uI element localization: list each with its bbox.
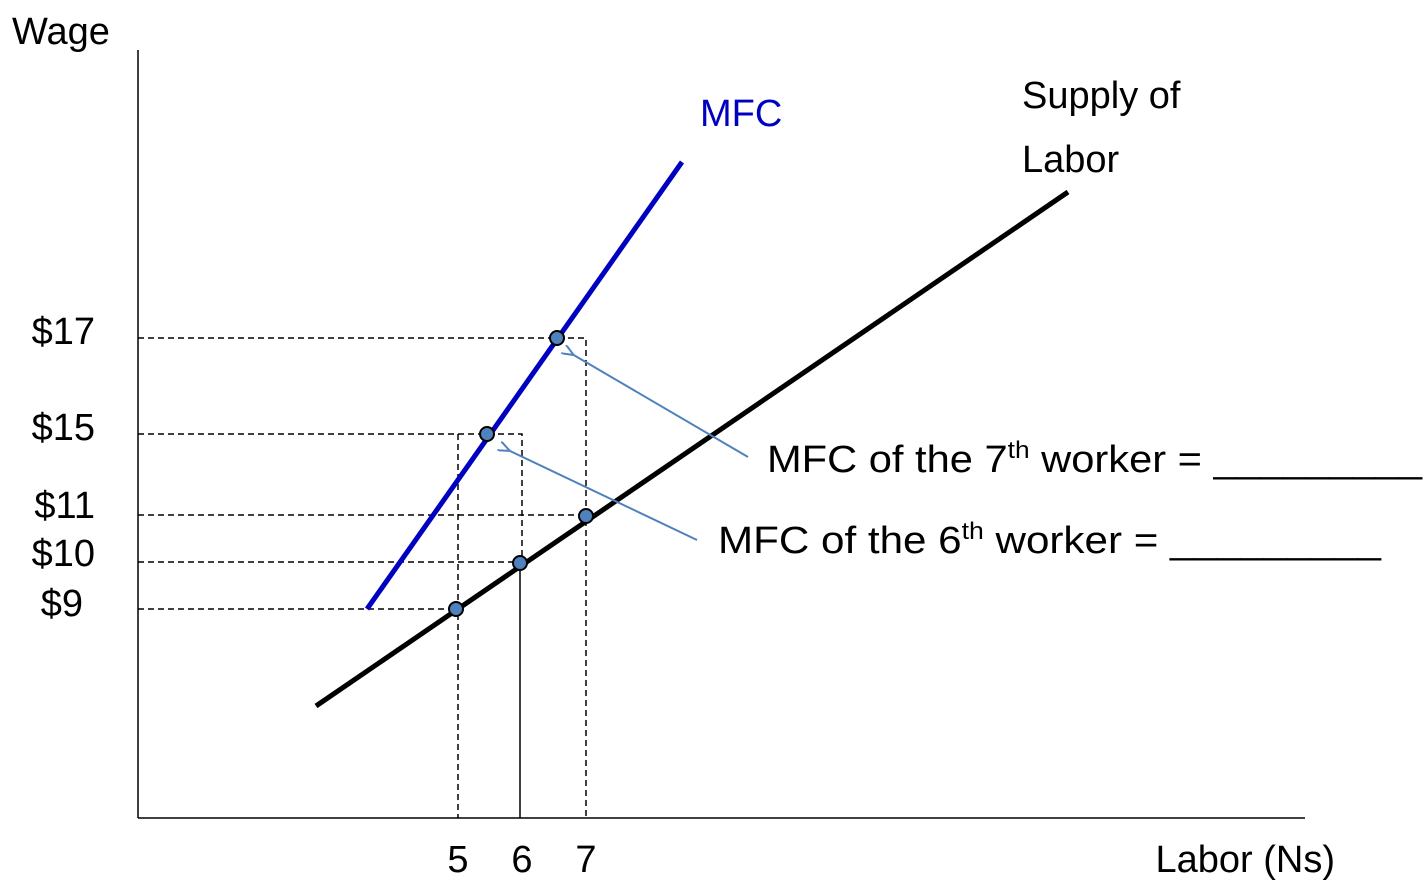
y-tick-label: $9 bbox=[41, 583, 83, 625]
x-axis-label: Labor (Ns) bbox=[1156, 839, 1336, 881]
supply-label: Supply of bbox=[1022, 75, 1181, 117]
annotation-sup: th bbox=[1008, 437, 1030, 464]
supply-curve bbox=[314, 189, 1070, 709]
y-tick-label: $17 bbox=[32, 311, 95, 353]
annotation-text: worker = _________ bbox=[984, 520, 1382, 562]
point bbox=[448, 601, 464, 617]
annotation-text: MFC of the 7 bbox=[767, 439, 1008, 481]
arrow bbox=[508, 450, 698, 541]
point bbox=[578, 508, 594, 524]
x-tick-label: 7 bbox=[575, 839, 596, 881]
mfc-curve bbox=[364, 160, 685, 611]
point bbox=[479, 426, 495, 442]
y-tick-label: $15 bbox=[32, 407, 95, 449]
point bbox=[512, 555, 528, 571]
y-axis-label: Wage bbox=[12, 11, 110, 53]
guide-line bbox=[138, 337, 587, 818]
x-tick-label: 5 bbox=[447, 839, 468, 881]
annotation-text: MFC of the 6 bbox=[718, 520, 962, 562]
point bbox=[549, 330, 565, 346]
y-tick-label: $10 bbox=[32, 533, 95, 575]
guide-line bbox=[138, 433, 523, 562]
annotation-sup: th bbox=[962, 518, 984, 545]
mfc-label: MFC bbox=[700, 93, 782, 135]
annotation-text: worker = _________ bbox=[1030, 439, 1423, 481]
supply-label: Labor bbox=[1022, 139, 1120, 181]
arrow bbox=[572, 354, 749, 458]
x-tick-label: 6 bbox=[511, 839, 532, 881]
y-tick-label: $11 bbox=[34, 485, 95, 527]
